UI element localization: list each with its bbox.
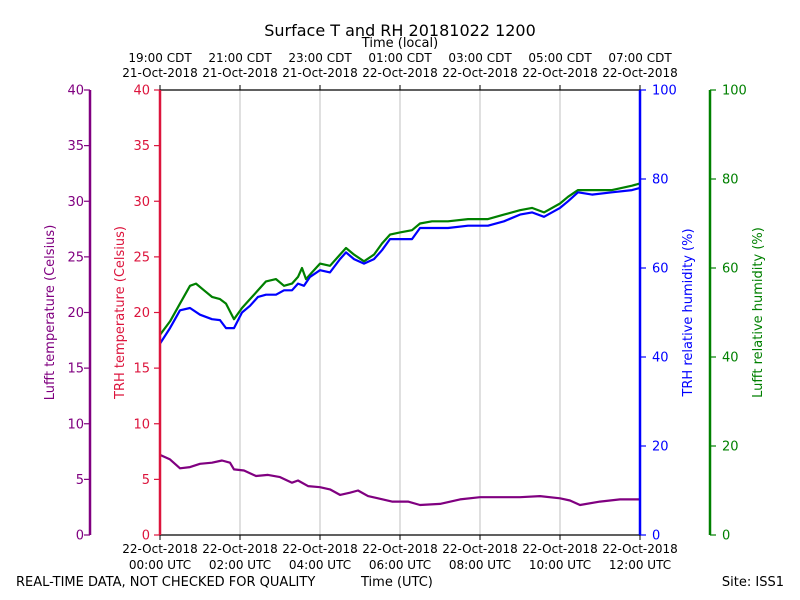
top-tick-label-date: 22-Oct-2018 xyxy=(362,66,438,80)
y-tick-label: 15 xyxy=(133,362,150,377)
top-tick-label-time: 21:00 CDT xyxy=(208,51,272,65)
bottom-tick-label-time: 08:00 UTC xyxy=(449,558,511,572)
y-tick-label: 0 xyxy=(652,529,660,544)
bottom-tick-label-time: 06:00 UTC xyxy=(369,558,431,572)
y-tick-label: 30 xyxy=(133,195,150,210)
lufft-relative-humidity-line xyxy=(159,182,641,336)
top-tick-label-date: 21-Oct-2018 xyxy=(202,66,278,80)
bottom-tick-label-date: 22-Oct-2018 xyxy=(602,542,678,556)
bottom-tick-label-time: 12:00 UTC xyxy=(609,558,671,572)
top-tick-label-time: 07:00 CDT xyxy=(608,51,672,65)
chart-title: Surface T and RH 20181022 1200 xyxy=(264,21,536,40)
y-tick-label: 80 xyxy=(722,173,739,188)
y-tick-label: 40 xyxy=(67,84,84,99)
bottom-tick-label-date: 22-Oct-2018 xyxy=(522,542,598,556)
bottom-tick-label-date: 22-Oct-2018 xyxy=(442,542,518,556)
bottom-axis-label: Time (UTC) xyxy=(361,575,433,590)
top-tick-label-time: 01:00 CDT xyxy=(368,51,432,65)
bottom-tick-label-date: 22-Oct-2018 xyxy=(122,542,198,556)
bottom-tick-label-time: 10:00 UTC xyxy=(529,558,591,572)
y-tick-label: 100 xyxy=(652,84,677,99)
y-tick-label: 15 xyxy=(67,362,84,377)
y-tick-label: 25 xyxy=(133,250,150,265)
y-tick-label: 20 xyxy=(652,440,669,455)
y-tick-label: 10 xyxy=(67,417,84,432)
lufft-temp-axis-title: Lufft temperature (Celsius) xyxy=(43,225,58,401)
y-tick-label: 25 xyxy=(67,250,84,265)
top-tick-label-date: 22-Oct-2018 xyxy=(442,66,518,80)
y-tick-label: 5 xyxy=(76,473,84,488)
y-tick-label: 20 xyxy=(133,306,150,321)
y-tick-label: 35 xyxy=(133,139,150,154)
y-tick-label: 40 xyxy=(652,351,669,366)
y-tick-label: 0 xyxy=(76,529,84,544)
y-tick-label: 80 xyxy=(652,173,669,188)
y-tick-label: 20 xyxy=(722,440,739,455)
trh-rh-axis-title: TRH relative humidity (%) xyxy=(681,228,696,397)
site-label: Site: ISS1 xyxy=(721,575,784,590)
y-tick-label: 100 xyxy=(722,84,747,99)
y-tick-label: 60 xyxy=(722,262,739,277)
trh-relative-humidity-line xyxy=(159,186,641,345)
top-tick-label-date: 21-Oct-2018 xyxy=(282,66,358,80)
top-tick-label-date: 21-Oct-2018 xyxy=(122,66,198,80)
y-tick-label: 35 xyxy=(67,139,84,154)
top-tick-label-date: 22-Oct-2018 xyxy=(522,66,598,80)
bottom-tick-label-time: 00:00 UTC xyxy=(129,558,191,572)
y-tick-label: 30 xyxy=(67,195,84,210)
top-tick-label-time: 19:00 CDT xyxy=(128,51,192,65)
y-tick-label: 0 xyxy=(142,529,150,544)
top-tick-label-date: 22-Oct-2018 xyxy=(602,66,678,80)
bottom-tick-label-date: 22-Oct-2018 xyxy=(202,542,278,556)
top-axis-label: Time (local) xyxy=(361,36,438,51)
bottom-tick-label-date: 22-Oct-2018 xyxy=(282,542,358,556)
y-tick-label: 5 xyxy=(142,473,150,488)
top-tick-label-time: 05:00 CDT xyxy=(528,51,592,65)
y-tick-label: 0 xyxy=(722,529,730,544)
y-tick-label: 40 xyxy=(133,84,150,99)
y-tick-label: 10 xyxy=(133,417,150,432)
lufft-temperature-line xyxy=(159,453,640,507)
bottom-tick-label-time: 04:00 UTC xyxy=(289,558,351,572)
top-tick-label-time: 23:00 CDT xyxy=(288,51,352,65)
trh-temp-axis-title: TRH temperature (Celsius) xyxy=(113,226,128,400)
y-tick-label: 40 xyxy=(722,351,739,366)
bottom-tick-label-date: 22-Oct-2018 xyxy=(362,542,438,556)
y-tick-label: 20 xyxy=(67,306,84,321)
y-tick-label: 60 xyxy=(652,262,669,277)
top-tick-label-time: 03:00 CDT xyxy=(448,51,512,65)
bottom-tick-label-time: 02:00 UTC xyxy=(209,558,271,572)
quality-disclaimer: REAL-TIME DATA, NOT CHECKED FOR QUALITY xyxy=(16,575,316,590)
lufft-rh-axis-title: Lufft relative humidity (%) xyxy=(751,227,766,398)
